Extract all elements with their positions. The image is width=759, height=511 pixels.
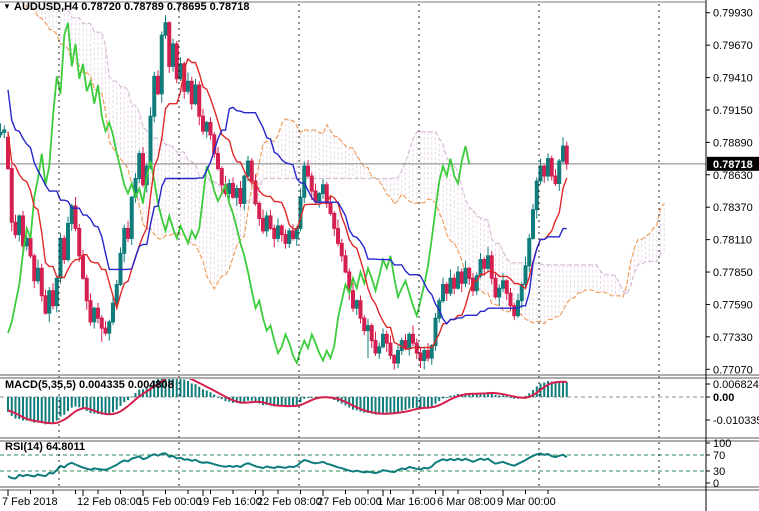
time-axis-label: 27 Feb 00:00 [317, 496, 382, 508]
svg-text:-0.010335: -0.010335 [713, 415, 759, 427]
time-axis-label: 1 Mar 16:00 [377, 496, 436, 508]
rsi-line [7, 452, 568, 480]
svg-text:0.006824: 0.006824 [713, 379, 759, 391]
svg-text:0.79410: 0.79410 [713, 73, 753, 85]
svg-text:0.79930: 0.79930 [713, 8, 753, 20]
svg-text:0.78370: 0.78370 [713, 202, 753, 214]
candles [0, 15, 569, 370]
macd-indicator-label: MACD(5,35,5) 0.004335 0.004808 [5, 379, 174, 391]
current-price-tag [707, 156, 759, 171]
rsi-indicator-label: RSI(14) 64.8011 [5, 441, 86, 453]
time-axis-label: 12 Feb 08:00 [77, 496, 142, 508]
svg-text:0.77590: 0.77590 [713, 299, 753, 311]
chikou-span [7, 22, 471, 366]
time-axis-label: 7 Feb 2018 [2, 496, 58, 508]
chart-title-ohlc: AUDUSD,H4 0.78720 0.78789 0.78695 0.7871… [14, 1, 250, 13]
svg-text:0.78110: 0.78110 [713, 235, 752, 247]
senkou-span-b [58, 4, 665, 296]
current-price-tag-text: 0.78718 [713, 159, 753, 171]
svg-text:70: 70 [713, 450, 725, 462]
time-axis-label: 15 Feb 00:00 [137, 496, 202, 508]
macd-signal-line [7, 379, 567, 425]
svg-text:0.78890: 0.78890 [713, 137, 753, 149]
time-axis-label: 19 Feb 16:00 [197, 496, 262, 508]
svg-text:0.77330: 0.77330 [713, 332, 753, 344]
time-axis-label: 22 Feb 08:00 [257, 496, 322, 508]
svg-text:0.79150: 0.79150 [713, 105, 753, 117]
svg-text:100: 100 [713, 438, 731, 450]
tenkan-sen [7, 57, 568, 350]
main-pane[interactable] [0, 0, 706, 370]
rsi-pane[interactable] [0, 452, 706, 480]
svg-text:0: 0 [713, 478, 719, 490]
svg-text:0.78630: 0.78630 [713, 170, 753, 182]
time-axis-label: 6 Mar 08:00 [437, 496, 496, 508]
symbol-dropdown-icon[interactable]: ▼ [3, 2, 11, 11]
price-axis[interactable]: 0.79930 0.79670 0.79410 0.79150 0.78890 0.786… [706, 8, 759, 490]
svg-text:30: 30 [713, 466, 725, 478]
svg-text:0.77850: 0.77850 [713, 267, 753, 279]
svg-text:0.79670: 0.79670 [713, 40, 753, 52]
kijun-sen [7, 89, 567, 325]
svg-text:0.00: 0.00 [713, 392, 734, 404]
macd-pane[interactable] [0, 372, 706, 425]
svg-text:0.77070: 0.77070 [713, 364, 753, 376]
time-axis-label: 9 Mar 00:00 [497, 496, 556, 508]
